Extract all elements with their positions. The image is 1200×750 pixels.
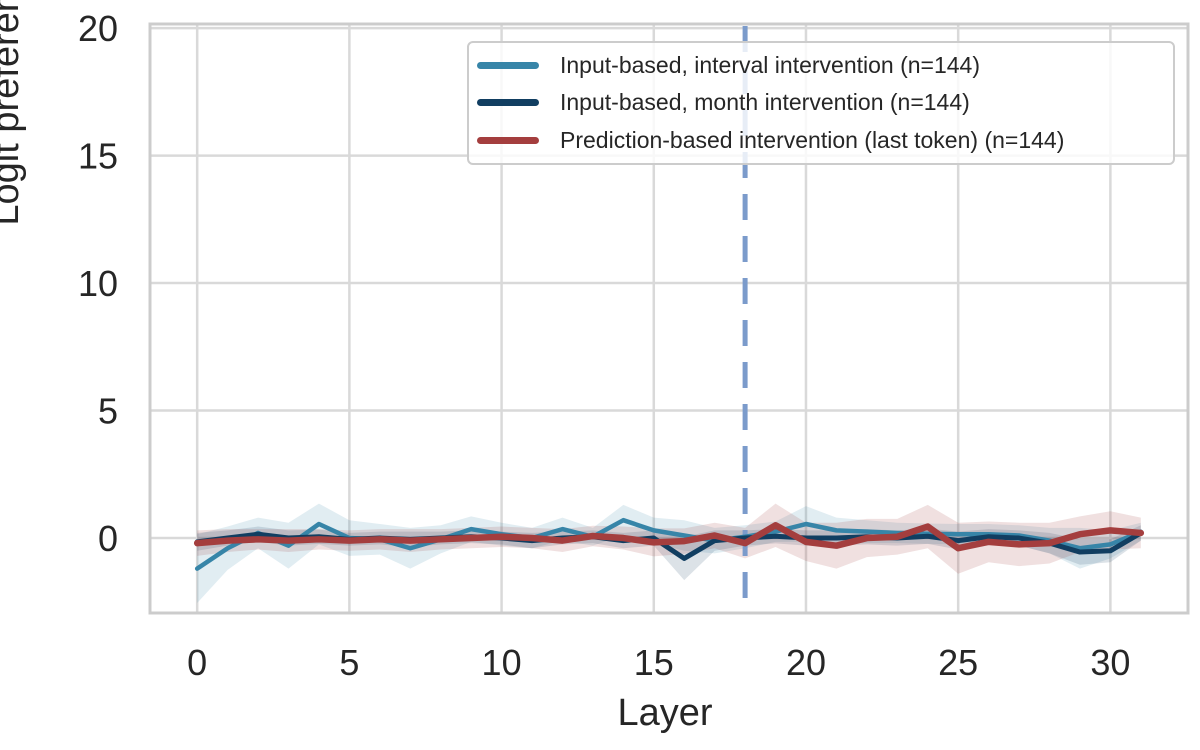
y-tick-label: 5 (98, 391, 118, 432)
x-axis-label-text: Layer (617, 692, 713, 734)
y-axis-label: Logit preference diff (0, 0, 27, 318)
x-tick-label: 15 (634, 642, 674, 683)
legend-item: Prediction-based intervention (last toke… (477, 126, 1167, 153)
y-tick-label: 20 (78, 8, 118, 49)
legend-label: Input-based, interval intervention (n=14… (560, 52, 981, 79)
plot-border (148, 22, 1190, 615)
legend-item: Input-based, month intervention (n=144) (477, 91, 1167, 114)
x-tick-label: 25 (938, 642, 978, 683)
legend: Input-based, interval intervention (n=14… (467, 41, 1175, 165)
legend-label: Prediction-based intervention (last toke… (560, 126, 1065, 153)
x-tick-label: 5 (339, 642, 359, 683)
x-tick-label: 20 (786, 642, 826, 683)
legend-line-sample (477, 99, 539, 107)
x-tick-label: 30 (1090, 642, 1130, 683)
legend-line-sample (477, 62, 539, 70)
data-line (193, 522, 1145, 552)
x-axis-label: Layer (0, 694, 1200, 732)
y-axis-label-text: Logit preference diff (0, 0, 27, 226)
legend-line-sample (477, 136, 539, 144)
y-tick-label: 10 (78, 263, 118, 304)
legend-label: Input-based, month intervention (n=144) (560, 89, 970, 116)
y-tick-label: 15 (78, 136, 118, 177)
x-tick-label: 10 (482, 642, 522, 683)
confidence-band (197, 503, 1141, 604)
legend-item: Input-based, interval intervention (n=14… (477, 54, 1167, 77)
x-tick-label: 0 (187, 642, 207, 683)
y-tick-label: 0 (98, 518, 118, 559)
